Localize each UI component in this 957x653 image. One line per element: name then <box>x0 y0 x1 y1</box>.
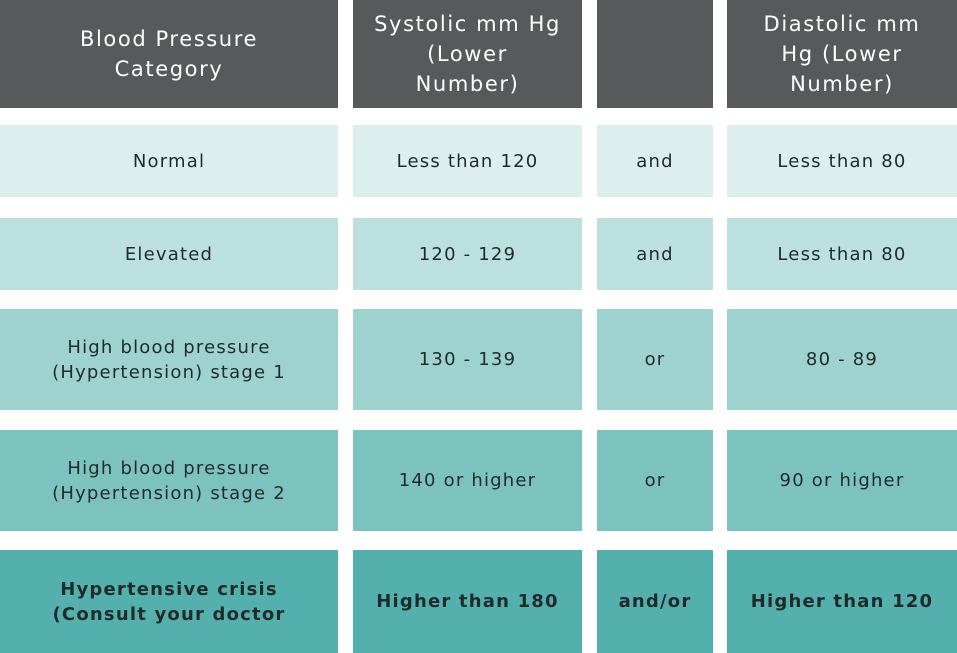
row-connector-value: and <box>636 243 674 265</box>
row-connector-value: or <box>644 470 666 491</box>
row-elevated-connector: and <box>597 218 713 290</box>
row-systolic-value: Less than 120 <box>396 150 539 172</box>
row-stage2-connector: or <box>597 430 713 531</box>
row-systolic-value: 120 - 129 <box>418 243 517 265</box>
row-stage1-connector: or <box>597 309 713 410</box>
row-category-label: Normal <box>132 150 206 172</box>
row-crisis-category: Hypertensive crisis (Consult your doctor <box>0 550 338 653</box>
row-category-label: High blood pressure (Hypertension) stage… <box>52 336 286 383</box>
header-connector <box>597 0 713 108</box>
row-crisis-systolic: Higher than 180 <box>353 550 582 653</box>
row-stage2-category: High blood pressure (Hypertension) stage… <box>0 430 338 531</box>
row-stage2-diastolic: 90 or higher <box>727 430 957 531</box>
row-normal-systolic: Less than 120 <box>353 125 582 197</box>
row-stage1-diastolic: 80 - 89 <box>727 309 957 410</box>
row-elevated-category: Elevated <box>0 218 338 290</box>
row-category-label: High blood pressure (Hypertension) stage… <box>52 457 286 504</box>
row-diastolic-value: Less than 80 <box>777 150 907 172</box>
header-diastolic-label: Diastolic mm Hg (Lower Number) <box>763 12 921 96</box>
row-normal-category: Normal <box>0 125 338 197</box>
row-connector-value: and/or <box>618 591 692 612</box>
row-stage1-category: High blood pressure (Hypertension) stage… <box>0 309 338 410</box>
row-diastolic-value: 90 or higher <box>779 470 905 491</box>
row-normal-diastolic: Less than 80 <box>727 125 957 197</box>
row-category-label: Elevated <box>124 243 214 265</box>
row-category-label: Hypertensive crisis (Consult your doctor <box>52 578 286 625</box>
header-systolic-label: Systolic mm Hg (Lower Number) <box>374 12 561 96</box>
row-systolic-value: 140 or higher <box>398 470 537 491</box>
row-elevated-systolic: 120 - 129 <box>353 218 582 290</box>
row-stage2-systolic: 140 or higher <box>353 430 582 531</box>
row-diastolic-value: 80 - 89 <box>805 349 879 370</box>
row-crisis-connector: and/or <box>597 550 713 653</box>
header-diastolic: Diastolic mm Hg (Lower Number) <box>727 0 957 108</box>
row-stage1-systolic: 130 - 139 <box>353 309 582 410</box>
row-connector-value: and <box>636 150 674 172</box>
row-diastolic-value: Less than 80 <box>777 243 907 265</box>
header-category-label: Blood Pressure Category <box>79 27 258 81</box>
row-connector-value: or <box>644 349 666 370</box>
header-category: Blood Pressure Category <box>0 0 338 108</box>
row-normal-connector: and <box>597 125 713 197</box>
header-systolic: Systolic mm Hg (Lower Number) <box>353 0 582 108</box>
row-systolic-value: 130 - 139 <box>418 349 517 370</box>
row-crisis-diastolic: Higher than 120 <box>727 550 957 653</box>
row-elevated-diastolic: Less than 80 <box>727 218 957 290</box>
row-systolic-value: Higher than 180 <box>376 591 559 612</box>
row-diastolic-value: Higher than 120 <box>750 591 934 612</box>
